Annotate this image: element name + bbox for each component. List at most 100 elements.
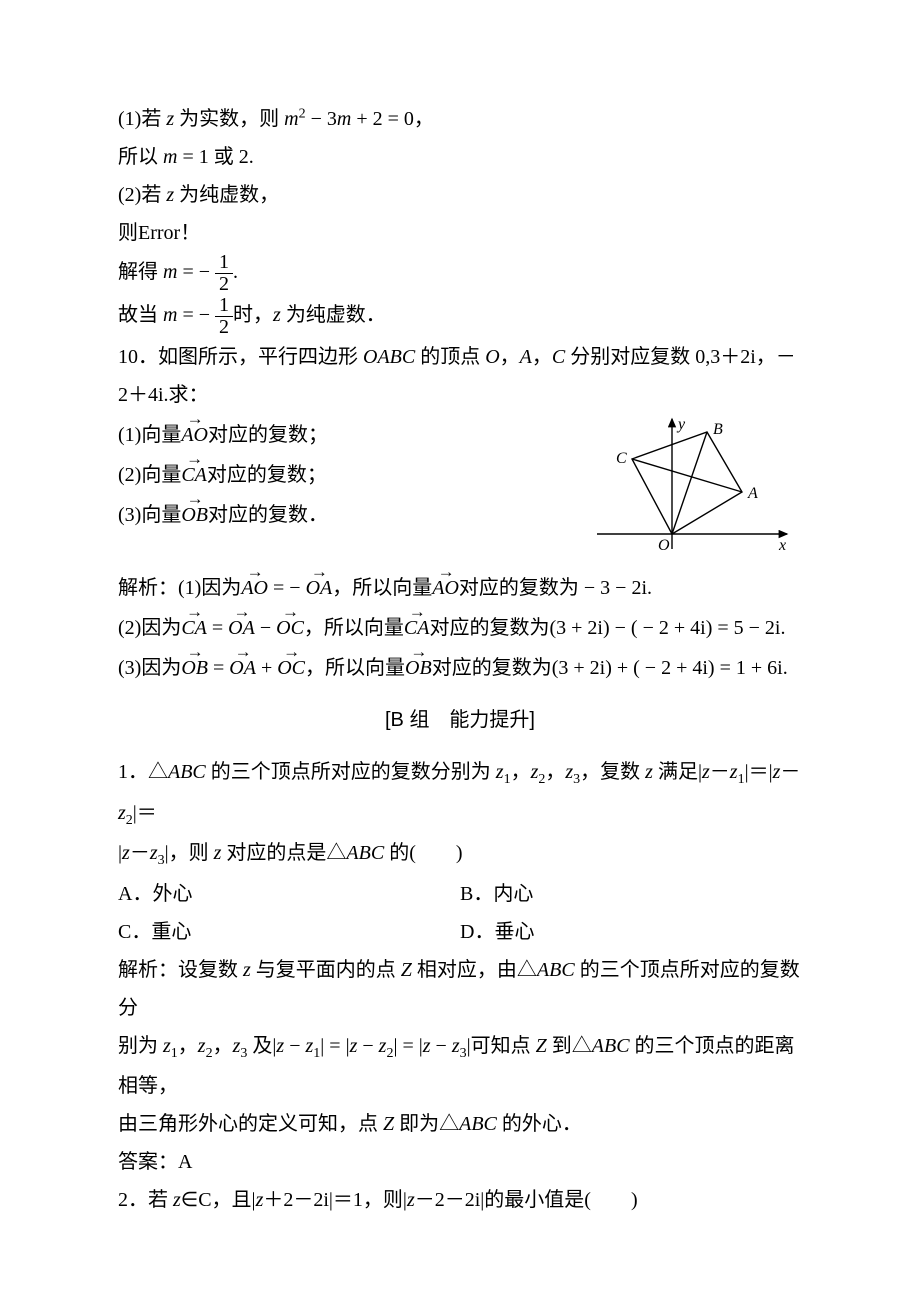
var-z: z bbox=[166, 108, 174, 130]
line-3: (2)若 z 为纯虚数， bbox=[118, 176, 802, 214]
text: 的外心． bbox=[497, 1113, 582, 1135]
var-z: z bbox=[273, 304, 281, 326]
b1-sol-3: 由三角形外心的定义可知，点 Z 即为△ABC 的外心． bbox=[118, 1105, 802, 1143]
text: 即为△ bbox=[394, 1113, 459, 1135]
b1-line2: |z－z3|，则 z 对应的点是△ABC 的( ) bbox=[118, 834, 802, 875]
text: | = | bbox=[320, 1035, 349, 1057]
text: = bbox=[208, 657, 229, 679]
var-z: z bbox=[565, 761, 573, 783]
text: －2－2i|的最小值是( ) bbox=[415, 1189, 638, 1211]
text: ＋2－2i|＝1，则| bbox=[263, 1189, 407, 1211]
line-1: (1)若 z 为实数，则 m2 − 3m + 2 = 0， bbox=[118, 100, 802, 138]
fraction: 12 bbox=[215, 295, 233, 338]
line-5: 解得 m = − 12. bbox=[118, 252, 802, 295]
sym: ABC bbox=[592, 1035, 630, 1057]
text: ， bbox=[545, 761, 565, 783]
vector-OB: OB bbox=[405, 647, 432, 687]
text: 为实数，则 bbox=[174, 108, 284, 130]
fraction: 12 bbox=[215, 252, 233, 295]
vector-OB: OB bbox=[181, 647, 208, 687]
sym: ABC bbox=[168, 761, 206, 783]
b1-options: A．外心 B．内心 C．重心 D．垂心 bbox=[118, 875, 802, 951]
sub: 3 bbox=[460, 1046, 467, 1061]
text: 相对应，由△ bbox=[412, 959, 537, 981]
text: 1．△ bbox=[118, 761, 168, 783]
text: 对应的复数； bbox=[207, 464, 327, 486]
svg-text:C: C bbox=[616, 450, 627, 467]
sub: 1 bbox=[171, 1046, 178, 1061]
option-b: B．内心 bbox=[460, 875, 802, 913]
text: (1)若 bbox=[118, 108, 166, 130]
sub: 3 bbox=[158, 853, 165, 868]
text: = bbox=[207, 617, 228, 639]
text: 的三个顶点所对应的复数分别为 bbox=[206, 761, 496, 783]
option-c: C．重心 bbox=[118, 913, 460, 951]
var-m: m bbox=[163, 261, 177, 283]
text: 对应的复数为(3 + 2i) + ( − 2 + 4i) = 1 + 6i. bbox=[432, 657, 788, 679]
var-z: z bbox=[243, 959, 251, 981]
var-z: z bbox=[645, 761, 653, 783]
text: 别为 bbox=[118, 1035, 163, 1057]
text: 由三角形外心的定义可知，点 bbox=[118, 1113, 383, 1135]
sym: Z bbox=[536, 1035, 547, 1057]
var-m: m bbox=[337, 108, 351, 130]
svg-text:y: y bbox=[676, 416, 686, 433]
text: ， bbox=[500, 346, 520, 368]
text: － bbox=[130, 842, 150, 864]
text: (3)向量 bbox=[118, 504, 181, 526]
text: 对应的复数； bbox=[208, 424, 328, 446]
svg-text:x: x bbox=[778, 537, 786, 554]
section-b-head: [B 组 能力提升] bbox=[118, 701, 802, 739]
line-4: 则Error！ bbox=[118, 214, 802, 252]
var-z: z bbox=[163, 1035, 171, 1057]
q10-3: (3)向量OB对应的复数． bbox=[118, 494, 572, 534]
var-z: z bbox=[423, 1035, 431, 1057]
text: 对应的复数为(3 + 2i) − ( − 2 + 4i) = 5 − 2i. bbox=[429, 617, 785, 639]
text: 2．若 bbox=[118, 1189, 173, 1211]
sub: 1 bbox=[738, 772, 745, 787]
q10-stem: 10．如图所示，平行四边形 OABC 的顶点 O，A，C 分别对应复数 0,3＋… bbox=[118, 338, 802, 414]
text: − bbox=[431, 1035, 452, 1057]
text: |，则 bbox=[165, 842, 214, 864]
sol-1: 解析：(1)因为AO = − OA，所以向量AO对应的复数为 − 3 − 2i. bbox=[118, 567, 802, 607]
text: |＝ bbox=[133, 802, 157, 824]
text: (2)若 bbox=[118, 184, 166, 206]
text: | = | bbox=[393, 1035, 422, 1057]
text: － bbox=[780, 761, 800, 783]
q10-sub-text: (1)向量AO对应的复数； (2)向量CA对应的复数； (3)向量OB对应的复数… bbox=[118, 414, 572, 534]
denominator: 2 bbox=[215, 273, 233, 295]
var-z: z bbox=[730, 761, 738, 783]
b1-answer: 答案：A bbox=[118, 1143, 802, 1181]
label: 解析： bbox=[118, 959, 178, 981]
text: 与复平面内的点 bbox=[251, 959, 401, 981]
b2-stem: 2．若 z∈C，且|z＋2－2i|＝1，则|z－2－2i|的最小值是( ) bbox=[118, 1181, 802, 1219]
svg-text:A: A bbox=[747, 485, 758, 502]
text: − bbox=[284, 1035, 305, 1057]
text: (2)向量 bbox=[118, 464, 181, 486]
var-z: z bbox=[173, 1189, 181, 1211]
text: 的顶点 bbox=[415, 346, 485, 368]
sub: 1 bbox=[504, 772, 511, 787]
sol-3: (3)因为OB = OA + OC，所以向量OB对应的复数为(3 + 2i) +… bbox=[118, 647, 802, 687]
var-z: z bbox=[407, 1189, 415, 1211]
vector-OA: OA bbox=[229, 647, 256, 687]
sym: Z bbox=[383, 1113, 394, 1135]
text: ，所以向量 bbox=[304, 617, 404, 639]
vector-AO: AO bbox=[432, 567, 459, 607]
svg-text:B: B bbox=[713, 421, 723, 438]
q10-figure: OABCxy bbox=[592, 414, 802, 567]
sol-2: (2)因为CA = OA − OC，所以向量CA对应的复数为(3 + 2i) −… bbox=[118, 607, 802, 647]
text: 对应的复数． bbox=[208, 504, 328, 526]
exp: 2 bbox=[299, 106, 306, 121]
text: 故当 bbox=[118, 304, 163, 326]
var-m: m bbox=[284, 108, 298, 130]
option-a: A．外心 bbox=[118, 875, 460, 913]
text: . bbox=[233, 261, 238, 283]
sym: OABC bbox=[363, 346, 415, 368]
text: |＝| bbox=[745, 761, 773, 783]
var-z: z bbox=[496, 761, 504, 783]
text: 解得 bbox=[118, 261, 163, 283]
text: 及| bbox=[247, 1035, 276, 1057]
label: 答案： bbox=[118, 1151, 178, 1173]
text: 为纯虚数． bbox=[281, 304, 386, 326]
